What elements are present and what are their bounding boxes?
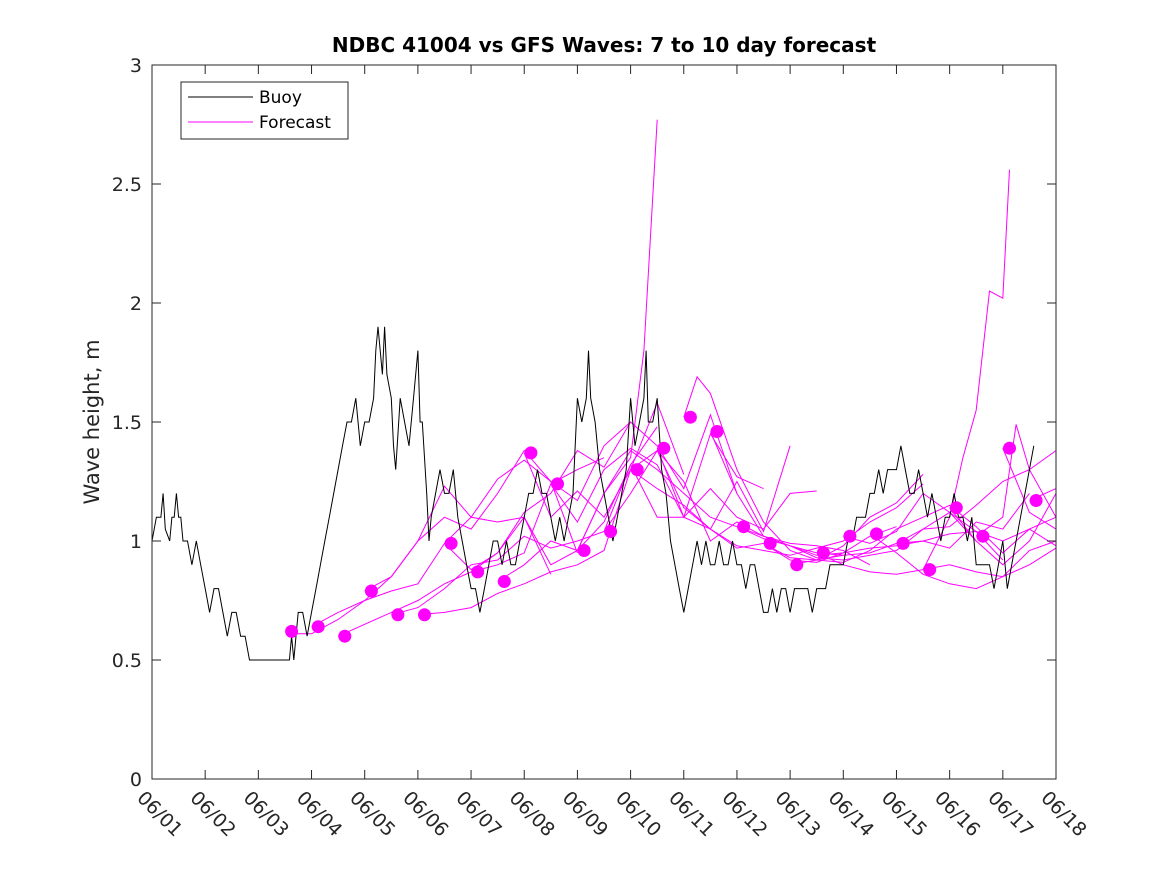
y-tick-label: 1.5 [112, 412, 142, 434]
forecast-point-1 [311, 620, 325, 634]
forecast-point-23 [896, 536, 910, 550]
y-tick-label: 1 [130, 531, 142, 553]
forecast-point-4 [391, 608, 405, 622]
forecast-point-19 [790, 558, 804, 572]
forecast-point-28 [1029, 494, 1043, 507]
forecast-line-2 [311, 449, 578, 628]
forecast-point-12 [604, 525, 618, 538]
forecast-point-27 [1003, 441, 1016, 455]
forecast-line-27 [975, 424, 1057, 537]
legend-box [180, 81, 349, 140]
y-axis-label: Wave height, m [80, 339, 104, 504]
legend-label-buoy: Buoy [259, 88, 302, 108]
forecast-point-18 [763, 536, 777, 550]
buoy-line [151, 326, 1035, 661]
forecast-line-28 [1002, 448, 1057, 530]
forecast-point-3 [364, 584, 378, 598]
forecast-line-9 [497, 432, 764, 582]
forecast-line-18 [736, 526, 1004, 561]
forecast-point-7 [471, 565, 485, 579]
forecast-point-9 [524, 446, 538, 460]
marker-layer [285, 410, 1043, 643]
forecast-point-16 [710, 425, 724, 438]
forecast-line-15 [656, 448, 924, 556]
plot-area [152, 65, 1056, 779]
series-layer [151, 119, 1057, 661]
forecast-point-15 [683, 410, 697, 424]
forecast-line-23 [869, 533, 1057, 590]
forecast-point-14 [657, 441, 671, 455]
y-tick-label: 0 [130, 769, 142, 791]
forecast-point-2 [338, 629, 352, 643]
forecast-line-12 [576, 449, 844, 556]
forecast-point-24 [923, 563, 937, 577]
forecast-line-8 [470, 413, 738, 573]
forecast-point-20 [816, 546, 830, 560]
forecast-point-25 [949, 501, 963, 515]
forecast-line-16 [683, 375, 924, 561]
legend-label-forecast: Forecast [259, 113, 331, 133]
chart-title: NDBC 41004 vs GFS Waves: 7 to 10 day for… [332, 33, 877, 57]
forecast-line-20 [790, 504, 1057, 566]
y-tick-label: 3 [130, 55, 142, 77]
forecast-line-21 [816, 540, 1057, 578]
forecast-point-22 [870, 527, 883, 541]
forecast-point-21 [843, 529, 857, 543]
forecast-point-10 [551, 477, 564, 491]
forecast-point-11 [577, 544, 591, 557]
forecast-line-7 [444, 119, 658, 571]
forecast-line-26 [949, 493, 1057, 566]
legend: Buoy Forecast [180, 81, 349, 140]
forecast-line-1 [291, 516, 552, 635]
forecast-point-13 [630, 463, 644, 477]
y-tick-label: 0.5 [112, 650, 142, 672]
forecast-line-17 [709, 431, 977, 561]
y-tick-label: 2.5 [112, 174, 142, 196]
forecast-line-6 [417, 401, 685, 616]
y-tick-label: 2 [130, 293, 142, 315]
forecast-point-6 [444, 536, 458, 550]
forecast-point-26 [976, 529, 990, 543]
forecast-line-4 [364, 421, 631, 592]
forecast-line-5 [391, 426, 658, 616]
forecast-point-17 [737, 520, 751, 534]
forecast-point-8 [497, 575, 511, 588]
forecast-point-0 [285, 624, 299, 638]
forecast-point-5 [418, 608, 431, 622]
